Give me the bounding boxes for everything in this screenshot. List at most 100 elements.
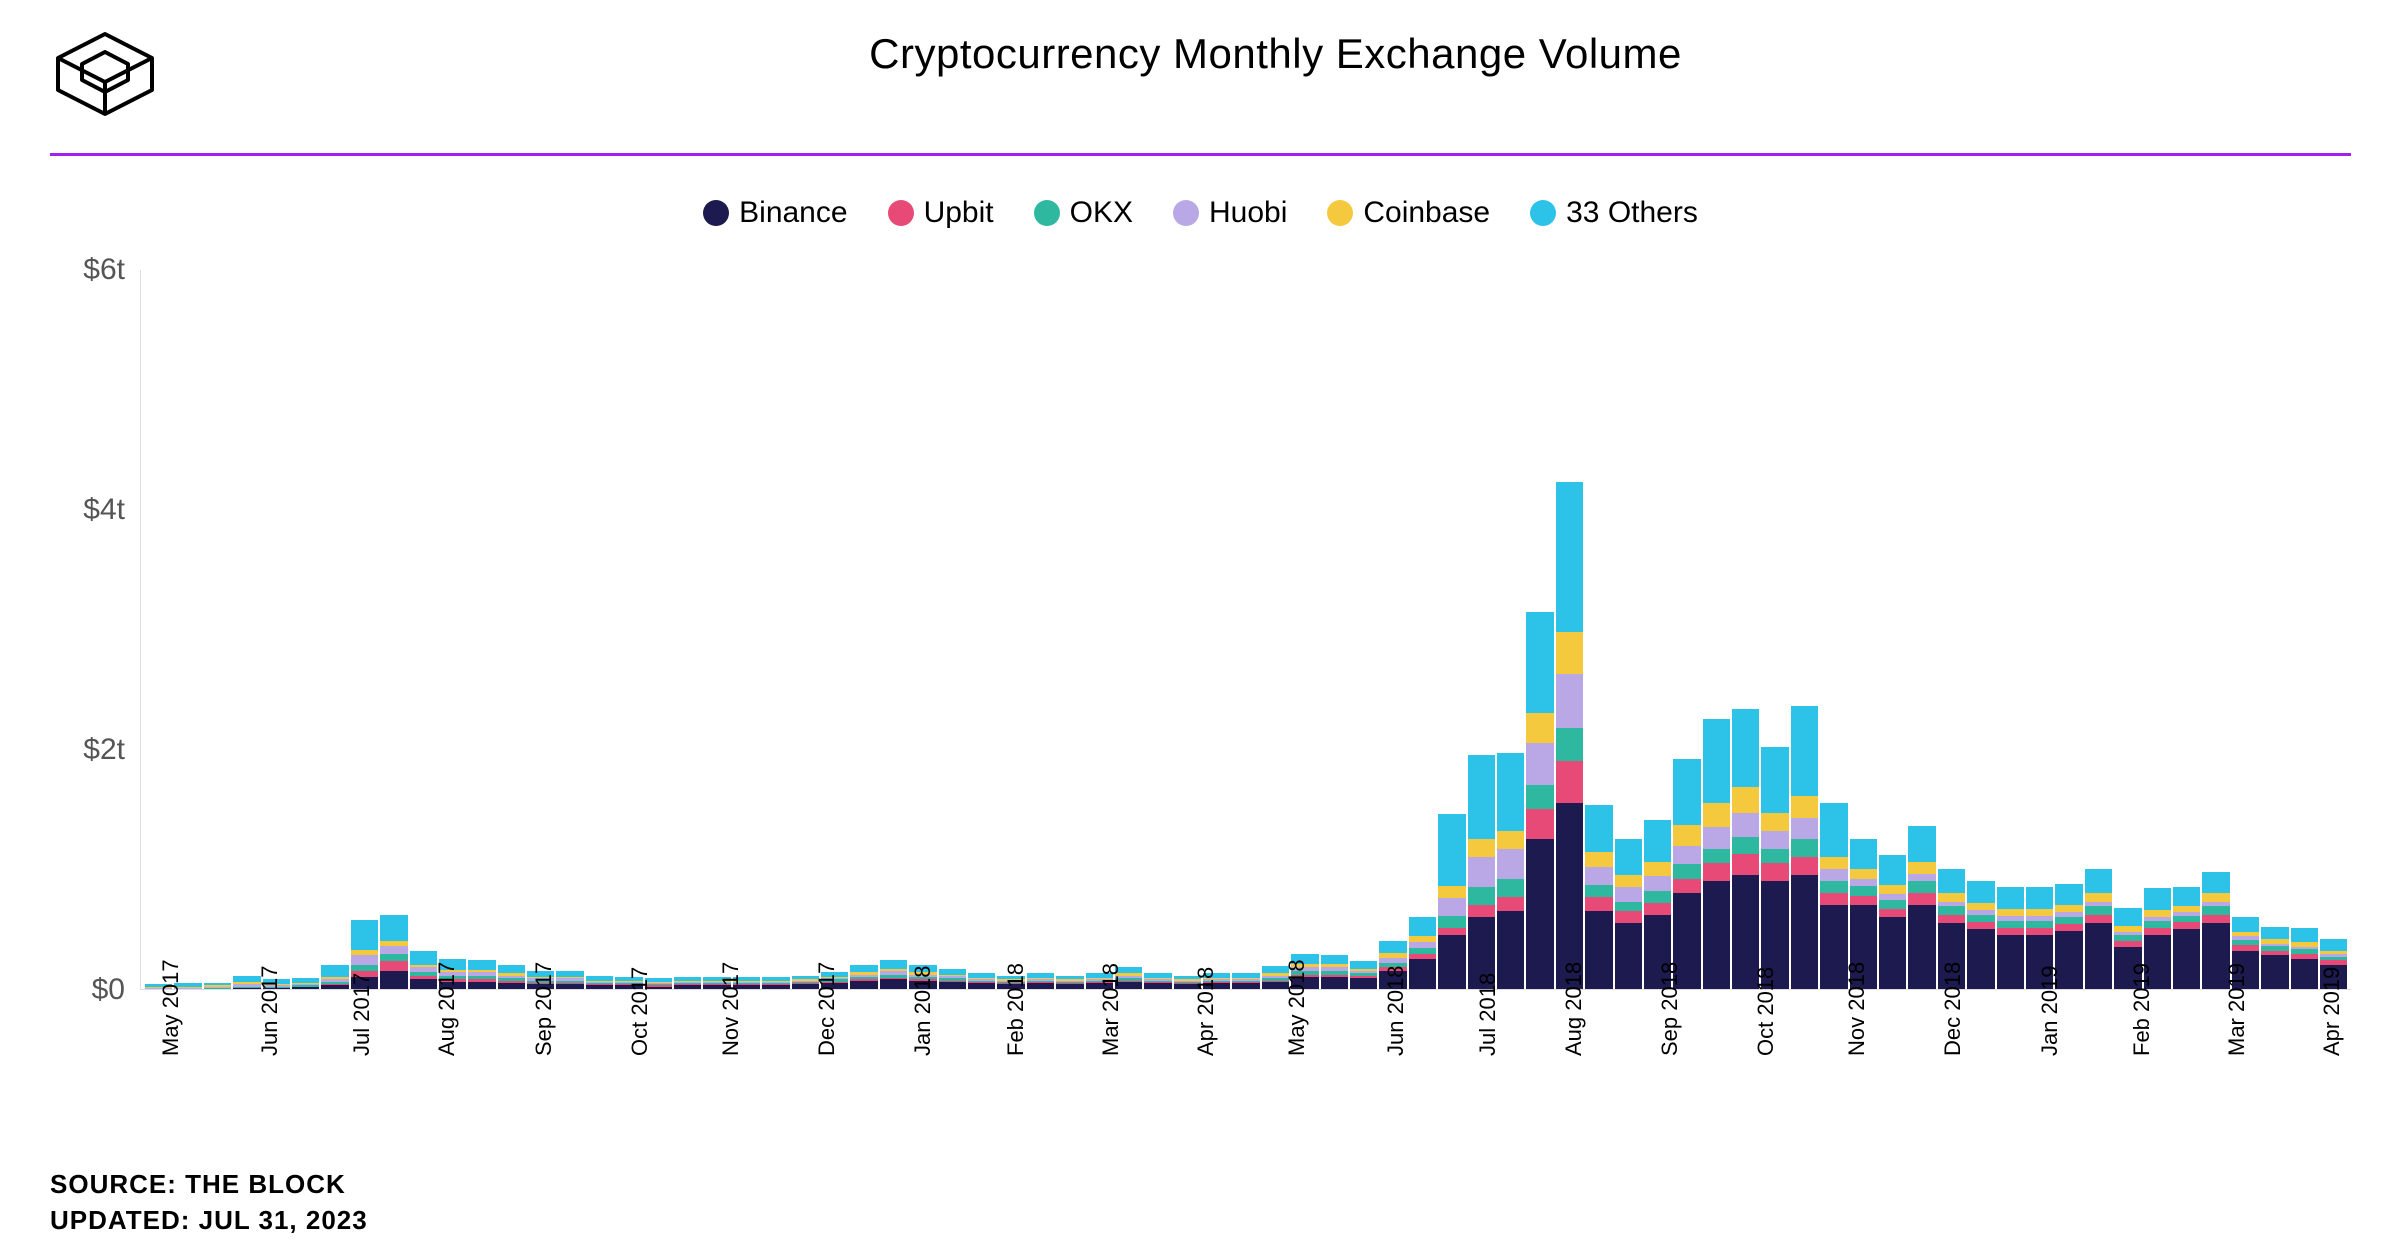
- legend-label: 33 Others: [1566, 196, 1698, 230]
- bar-column: [1997, 270, 2024, 989]
- y-axis: $6t$4t$2t$0: [50, 270, 140, 990]
- bar-column: [2173, 270, 2200, 989]
- bar-segment-huobi: [1732, 813, 1759, 837]
- bar-column: [1850, 270, 1877, 989]
- bar-segment-okx: [2026, 921, 2053, 928]
- bar-column: [1232, 270, 1259, 989]
- bar-column: [645, 270, 672, 989]
- bar-column: [439, 270, 466, 989]
- bar-column: [1409, 270, 1436, 989]
- bar-segment-upbit: [1497, 897, 1524, 911]
- bar-segment-okx: [2085, 906, 2112, 914]
- bar-segment-okx: [1820, 881, 1847, 893]
- bar-column: [2320, 270, 2347, 989]
- bar-segment-upbit: [1585, 897, 1612, 911]
- bar-segment-others: [2085, 869, 2112, 893]
- bar-segment-others: [1585, 805, 1612, 853]
- plot: [140, 270, 2351, 990]
- bar-segment-okx: [2144, 921, 2171, 928]
- bar-segment-huobi: [1703, 827, 1730, 849]
- bar-column: [498, 270, 525, 989]
- bar-segment-others: [2202, 872, 2229, 894]
- bar-segment-upbit: [1879, 909, 1906, 917]
- bar-column: [1438, 270, 1465, 989]
- bar-segment-others: [2026, 887, 2053, 909]
- footer: SOURCE: THE BLOCK UPDATED: JUL 31, 2023: [50, 1166, 2351, 1239]
- bar-segment-others: [2232, 917, 2259, 931]
- bar-column: [351, 270, 378, 989]
- bar-segment-okx: [1703, 849, 1730, 863]
- bar-column: [1174, 270, 1201, 989]
- bar-column: [1703, 270, 1730, 989]
- bar-column: [2055, 270, 2082, 989]
- bar-segment-coinbase: [1967, 903, 1994, 910]
- bar-segment-huobi: [1556, 674, 1583, 728]
- bar-column: [263, 270, 290, 989]
- legend-item[interactable]: Binance: [703, 196, 847, 230]
- bar-segment-huobi: [1820, 869, 1847, 881]
- bar-segment-others: [1791, 706, 1818, 796]
- bar-segment-okx: [1468, 887, 1495, 905]
- bar-column: [703, 270, 730, 989]
- bar-segment-okx: [1967, 915, 1994, 922]
- bar-column: [1761, 270, 1788, 989]
- bar-column: [1938, 270, 1965, 989]
- bar-segment-coinbase: [1585, 852, 1612, 866]
- bar-column: [1468, 270, 1495, 989]
- bar-segment-upbit: [1820, 893, 1847, 905]
- bar-segment-coinbase: [2202, 893, 2229, 901]
- bar-segment-coinbase: [1938, 893, 1965, 901]
- bar-column: [880, 270, 907, 989]
- bar-segment-huobi: [1850, 879, 1877, 886]
- bar-segment-others: [1938, 869, 1965, 893]
- bar-segment-others: [2291, 928, 2318, 942]
- bar-segment-upbit: [2026, 928, 2053, 935]
- bar-segment-huobi: [380, 946, 407, 954]
- bar-segment-coinbase: [1497, 831, 1524, 849]
- bar-segment-coinbase: [1438, 886, 1465, 898]
- bar-segment-others: [1615, 839, 1642, 875]
- bar-column: [1791, 270, 1818, 989]
- bar-column: [1644, 270, 1671, 989]
- bar-segment-upbit: [1468, 905, 1495, 917]
- bar-segment-others: [1526, 612, 1553, 714]
- bar-segment-okx: [1497, 879, 1524, 897]
- chart-area: $6t$4t$2t$0: [50, 270, 2351, 990]
- bar-column: [292, 270, 319, 989]
- legend-item[interactable]: OKX: [1034, 196, 1133, 230]
- bar-column: [2232, 270, 2259, 989]
- bar-segment-okx: [1908, 881, 1935, 893]
- legend-item[interactable]: Huobi: [1173, 196, 1287, 230]
- legend-item[interactable]: Coinbase: [1327, 196, 1490, 230]
- bar-column: [1115, 270, 1142, 989]
- legend-label: Upbit: [924, 196, 994, 230]
- updated-line: UPDATED: JUL 31, 2023: [50, 1202, 2351, 1238]
- legend-item[interactable]: 33 Others: [1530, 196, 1698, 230]
- bar-segment-okx: [1761, 849, 1788, 863]
- bar-segment-others: [1908, 826, 1935, 862]
- bar-segment-others: [1438, 814, 1465, 886]
- legend-item[interactable]: Upbit: [888, 196, 994, 230]
- bar-column: [1497, 270, 1524, 989]
- bar-segment-coinbase: [1820, 857, 1847, 869]
- bar-segment-others: [2261, 927, 2288, 939]
- title-wrap: Cryptocurrency Monthly Exchange Volume: [200, 30, 2351, 78]
- bar-column: [321, 270, 348, 989]
- bar-segment-coinbase: [1791, 796, 1818, 818]
- bar-segment-okx: [380, 954, 407, 961]
- the-block-logo-icon: [50, 30, 160, 118]
- bar-column: [1879, 270, 1906, 989]
- legend-label: Coinbase: [1363, 196, 1490, 230]
- bar-segment-others: [1732, 709, 1759, 787]
- bar-segment-binance: [1526, 839, 1553, 989]
- bar-segment-okx: [1644, 891, 1671, 903]
- bar-column: [1203, 270, 1230, 989]
- bar-column: [1526, 270, 1553, 989]
- bar-column: [233, 270, 260, 989]
- bar-segment-upbit: [1938, 915, 1965, 923]
- legend-swatch-icon: [703, 200, 729, 226]
- bar-segment-okx: [1879, 900, 1906, 908]
- bar-segment-okx: [1585, 885, 1612, 897]
- chart-title: Cryptocurrency Monthly Exchange Volume: [200, 30, 2351, 78]
- bar-segment-okx: [1732, 837, 1759, 854]
